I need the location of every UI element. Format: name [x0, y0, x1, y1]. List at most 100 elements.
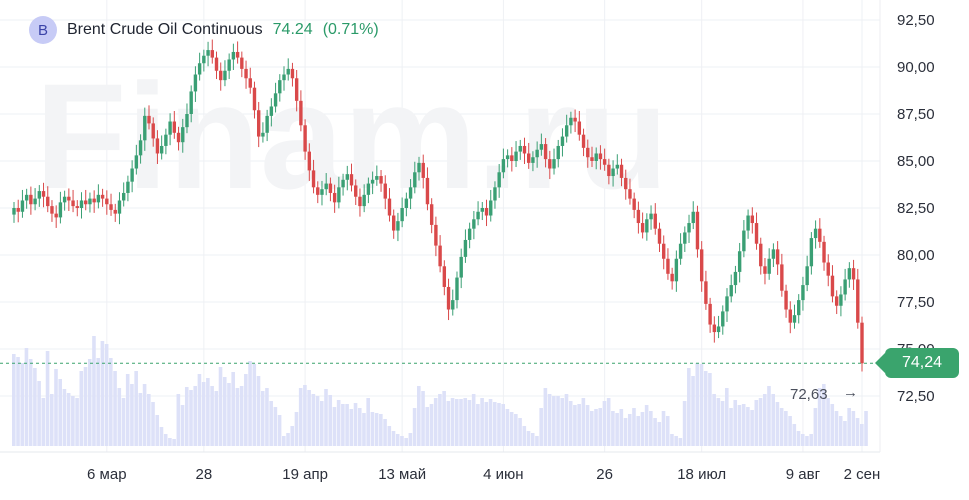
candle-up [164, 134, 168, 146]
candle-up [117, 200, 122, 214]
candle-up [286, 68, 290, 75]
volume-bar [771, 394, 776, 446]
low-marker-label: 72,63 [790, 386, 828, 403]
volume-bar [438, 394, 442, 446]
volume-bar [206, 378, 210, 446]
candle-down [822, 241, 826, 263]
candle-down [851, 268, 856, 280]
instrument-avatar[interactable]: B [29, 16, 57, 44]
candle-down [429, 204, 434, 225]
volume-bar [151, 402, 155, 446]
volume-bar [184, 387, 189, 446]
candle-up [569, 117, 573, 126]
candle-down [383, 183, 387, 199]
volume-bar [79, 371, 84, 446]
candle-up [37, 191, 42, 199]
volume-bar [471, 394, 476, 446]
candle-up [472, 219, 476, 229]
volume-bar [670, 434, 674, 446]
volume-bar [737, 405, 742, 446]
candle-up [451, 300, 455, 310]
candle-down [624, 177, 628, 190]
volume-bar [454, 399, 459, 446]
volume-bar [792, 424, 797, 446]
candle-down [699, 249, 704, 282]
volume-bar [41, 398, 46, 446]
volume-bar [602, 401, 607, 446]
volume-bar [505, 409, 510, 446]
candle-up [552, 159, 556, 169]
candle-down [666, 258, 670, 274]
candle-down [311, 170, 316, 188]
candle-up [273, 93, 278, 107]
volume-bar [214, 391, 219, 446]
volume-bar [417, 386, 421, 446]
volume-bar [665, 416, 670, 446]
candle-up [518, 145, 522, 152]
volume-bar [552, 396, 556, 446]
candlestick-series[interactable] [12, 39, 864, 372]
candle-down [543, 144, 548, 160]
candle-up [370, 179, 375, 184]
volume-bar [391, 431, 396, 446]
candle-down [438, 245, 442, 267]
candle-down [379, 176, 383, 184]
x-tick-label: 13 май [378, 466, 426, 483]
volume-bar [256, 376, 261, 446]
volume-bar [568, 401, 573, 446]
volume-bar [113, 371, 117, 446]
candle-down [316, 187, 320, 195]
candle-down [640, 223, 645, 233]
volume-bar [222, 377, 227, 446]
volume-bar [518, 418, 522, 446]
volume-bar [92, 336, 96, 446]
candle-up [366, 183, 371, 195]
volume-bar [627, 414, 632, 446]
candle-up [159, 145, 164, 154]
candle-up [261, 132, 265, 137]
volume-bar [649, 411, 653, 446]
candle-up [130, 168, 134, 182]
volume-bar [480, 398, 484, 446]
candle-up [645, 219, 649, 233]
volume-bar [661, 411, 666, 446]
candle-down [354, 185, 358, 197]
candle-down [105, 198, 109, 205]
candle-down [307, 151, 312, 171]
volume-bar [716, 398, 721, 446]
candle-up [725, 296, 729, 312]
volume-bar [619, 409, 624, 446]
volume-bar [556, 396, 560, 446]
volume-bar [332, 407, 337, 446]
candle-down [349, 174, 354, 186]
candle-up [767, 258, 771, 274]
volume-bar [733, 400, 738, 446]
candle-down [607, 164, 611, 177]
candle-down [67, 196, 71, 201]
candle-down [712, 324, 717, 333]
candle-down [151, 123, 155, 139]
volume-bar [843, 421, 847, 446]
volume-bar [33, 368, 37, 446]
volume-bar [577, 404, 581, 446]
candle-up [746, 215, 750, 231]
candle-down [759, 243, 763, 267]
candle-up [320, 189, 324, 195]
volume-bar [678, 438, 683, 446]
candle-down [670, 273, 674, 282]
volume-bar [459, 399, 463, 446]
volume-bar [269, 401, 273, 446]
volume-bar [324, 389, 328, 446]
candle-down [860, 322, 864, 364]
volume-bar [560, 398, 565, 446]
volume-bar [644, 405, 649, 446]
candle-up [493, 187, 497, 201]
instrument-legend[interactable]: B Brent Crude Oil Continuous 74.24 (0.71… [29, 16, 379, 44]
candle-up [480, 208, 484, 212]
candle-up [809, 238, 814, 267]
volume-bar [54, 369, 58, 446]
y-tick-label: 92,50 [897, 12, 935, 29]
candle-up [269, 106, 274, 116]
candle-up [337, 187, 341, 203]
